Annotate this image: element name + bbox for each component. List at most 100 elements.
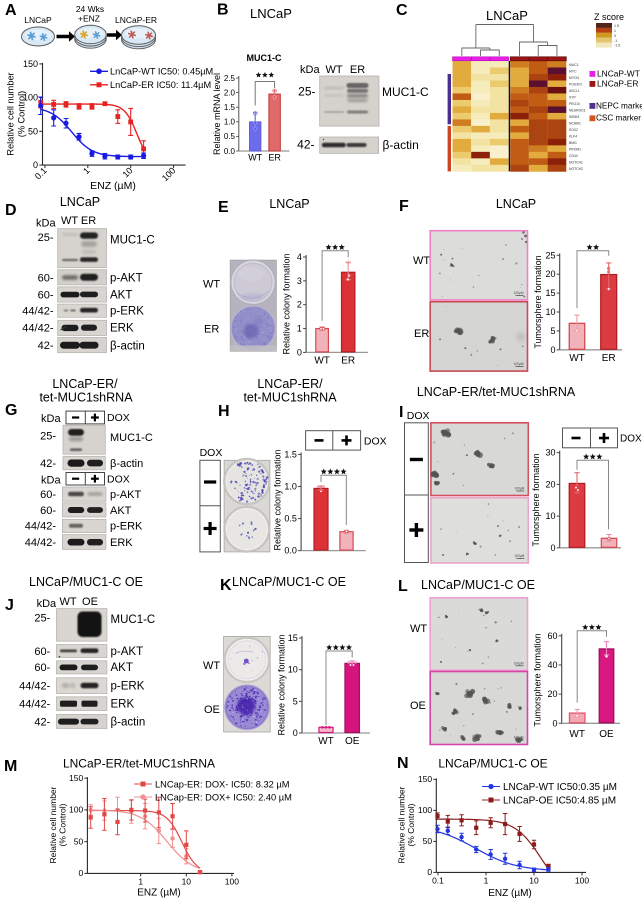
svg-text:0.5: 0.5 <box>224 132 236 141</box>
svg-text:WT: WT <box>569 729 585 740</box>
svg-text:ASCL1: ASCL1 <box>569 89 580 93</box>
svg-text:LNCaP-ER/tet-MUC1shRNA: LNCaP-ER/tet-MUC1shRNA <box>63 757 215 771</box>
svg-text:kDa: kDa <box>300 64 320 76</box>
svg-text:LnCaP-ER IC50: 11.4µM: LnCaP-ER IC50: 11.4µM <box>110 80 211 90</box>
svg-text:4: 4 <box>297 252 302 262</box>
svg-text:LNCaP: LNCaP <box>24 15 52 25</box>
svg-text:44/42-: 44/42- <box>25 537 57 549</box>
svg-text:42-: 42- <box>40 458 56 470</box>
svg-text:β-actin: β-actin <box>110 458 143 470</box>
svg-text:60-: 60- <box>34 646 50 658</box>
svg-text:Relative cell number: Relative cell number <box>6 72 16 155</box>
svg-text:LNCaP: LNCaP <box>486 8 528 23</box>
svg-text:WT: WT <box>410 623 427 635</box>
svg-text:OE: OE <box>410 700 426 712</box>
svg-text:Z score: Z score <box>594 12 624 22</box>
svg-text:β-actin: β-actin <box>111 716 146 728</box>
svg-text:MUC1-C: MUC1-C <box>111 614 156 626</box>
svg-text:5: 5 <box>293 696 298 706</box>
svg-text:MUC1-C: MUC1-C <box>247 53 282 63</box>
svg-text:100: 100 <box>575 875 589 885</box>
svg-text:Tumorsphere formation: Tumorsphere formation <box>531 453 541 546</box>
svg-text:-1.5: -1.5 <box>614 44 620 48</box>
svg-text:ENZ (µM): ENZ (µM) <box>90 180 136 192</box>
svg-text:0.5: 0.5 <box>284 514 297 524</box>
svg-text:I: I <box>399 404 403 421</box>
svg-text:J: J <box>5 597 14 614</box>
svg-text:0: 0 <box>297 347 302 357</box>
svg-text:1.0: 1.0 <box>284 482 297 492</box>
svg-text:0.0: 0.0 <box>284 546 297 556</box>
svg-text:100µM: 100µM <box>514 487 524 491</box>
svg-text:INSM1: INSM1 <box>569 115 579 119</box>
svg-text:B: B <box>217 2 229 19</box>
svg-text:β-actin: β-actin <box>383 138 419 152</box>
svg-text:Relative colony formation: Relative colony formation <box>273 449 283 550</box>
svg-text:150: 150 <box>418 774 432 784</box>
svg-text:+ENZ: +ENZ <box>78 14 100 24</box>
svg-text:100: 100 <box>225 876 239 886</box>
svg-text:LNCaP/MUC1-C OE: LNCaP/MUC1-C OE <box>438 757 547 771</box>
svg-text:β-actin: β-actin <box>110 341 145 353</box>
svg-text:p-AKT: p-AKT <box>110 489 141 501</box>
svg-text:tet-MUC1shRNA: tet-MUC1shRNA <box>39 391 133 405</box>
svg-text:p-AKT: p-AKT <box>110 273 143 285</box>
svg-text:WT: WT <box>318 736 334 747</box>
svg-text:WT: WT <box>248 153 262 163</box>
svg-text:25-: 25- <box>38 232 54 244</box>
svg-text:1: 1 <box>138 876 143 886</box>
svg-text:LNCaP-ER/: LNCaP-ER/ <box>257 377 323 391</box>
svg-text:CSC marker: CSC marker <box>596 114 641 123</box>
svg-text:LnCaP-WT IC50: 0.45µM: LnCaP-WT IC50: 0.45µM <box>110 67 213 77</box>
svg-text:1.0: 1.0 <box>224 118 236 127</box>
svg-text:NOTCH1: NOTCH1 <box>569 161 583 165</box>
svg-text:LNCaP-WT IC50:0.35 µM: LNCaP-WT IC50:0.35 µM <box>503 782 617 793</box>
svg-text:10: 10 <box>288 665 298 675</box>
svg-text:20: 20 <box>547 689 557 699</box>
svg-text:MYCN: MYCN <box>569 76 580 80</box>
svg-text:2.0: 2.0 <box>224 88 236 97</box>
svg-text:E: E <box>218 199 229 216</box>
svg-text:0: 0 <box>552 718 557 728</box>
svg-text:DOX: DOX <box>620 434 642 445</box>
svg-text:25-: 25- <box>34 612 50 624</box>
svg-text:15: 15 <box>545 288 555 298</box>
svg-text:20: 20 <box>545 269 555 279</box>
svg-text:0.0: 0.0 <box>224 147 236 156</box>
svg-text:42-: 42- <box>38 340 54 352</box>
svg-text:(% Control): (% Control) <box>17 91 27 137</box>
svg-text:-1: -1 <box>614 39 617 43</box>
svg-text:LNCaP-OE IC50:4.85 µM: LNCaP-OE IC50:4.85 µM <box>503 796 616 807</box>
svg-text:100: 100 <box>418 805 432 815</box>
svg-text:LNCaP-WT: LNCaP-WT <box>597 69 640 79</box>
svg-text:25: 25 <box>545 250 555 260</box>
svg-text:p-ERK: p-ERK <box>110 521 143 533</box>
svg-text:60-: 60- <box>38 290 54 302</box>
svg-text:LNCap-ER: DOX- IC50: 8.32 µM: LNCap-ER: DOX- IC50: 8.32 µM <box>155 779 290 789</box>
svg-text:MYC: MYC <box>569 70 577 74</box>
svg-text:44/42-: 44/42- <box>22 323 54 335</box>
svg-text:OE: OE <box>82 596 98 608</box>
svg-text:ERK: ERK <box>110 323 134 335</box>
svg-text:NCAM1: NCAM1 <box>569 122 581 126</box>
svg-text:tet-MUC1shRNA: tet-MUC1shRNA <box>243 391 337 405</box>
svg-text:15: 15 <box>288 633 298 643</box>
svg-text:42-: 42- <box>34 716 50 728</box>
svg-text:LNCaP: LNCaP <box>269 197 309 211</box>
svg-text:44/42-: 44/42- <box>22 306 54 318</box>
svg-text:F: F <box>399 198 409 215</box>
svg-text:ENZ (µM): ENZ (µM) <box>137 888 181 899</box>
svg-text:1: 1 <box>297 324 302 334</box>
svg-text:0: 0 <box>78 868 83 878</box>
svg-text:1.5: 1.5 <box>284 449 297 459</box>
svg-text:1.5: 1.5 <box>614 24 619 28</box>
svg-text:kDa: kDa <box>36 218 56 230</box>
svg-text:ER: ER <box>414 328 429 340</box>
svg-text:AKT: AKT <box>110 505 132 517</box>
svg-text:p-AKT: p-AKT <box>111 646 144 658</box>
svg-text:AKT: AKT <box>110 290 132 302</box>
svg-text:SOX2: SOX2 <box>569 128 578 132</box>
svg-text:NOTCH2: NOTCH2 <box>569 167 583 171</box>
svg-text:1: 1 <box>484 875 489 885</box>
svg-text:100µM: 100µM <box>514 362 524 366</box>
